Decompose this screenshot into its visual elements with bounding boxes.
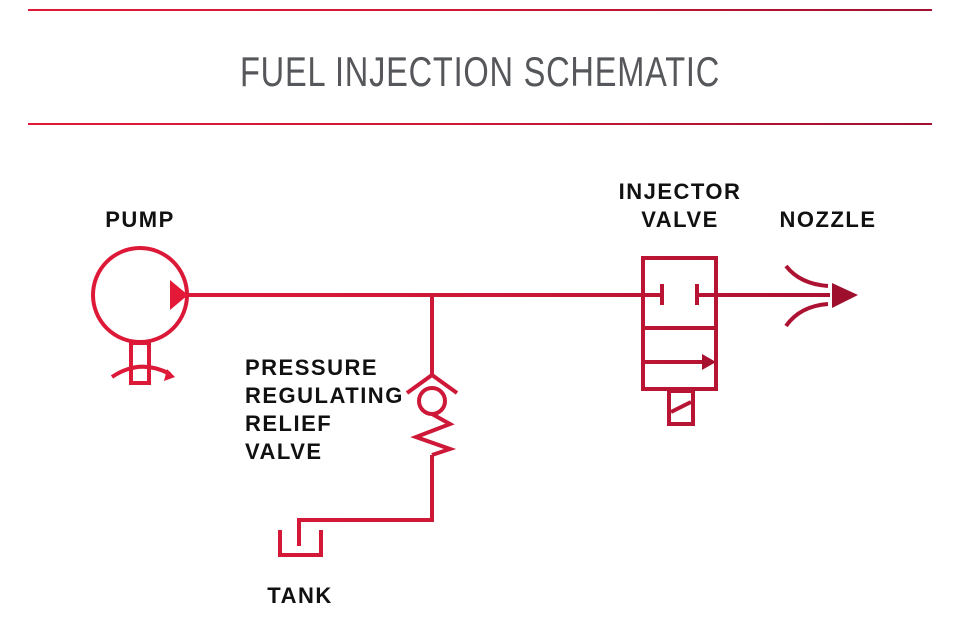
injector-label-line2: VALVE [641,207,719,232]
flow-arrow-icon [702,354,716,370]
tank-label: TANK [267,583,332,608]
tank-icon [278,530,323,557]
injector-valve-icon [641,256,718,426]
return-line [297,455,434,546]
relief-label-line4: VALVE [245,439,323,464]
injector-label-line1: INJECTOR [619,179,742,204]
nozzle-arrow-icon [832,283,858,308]
relief-label-line2: REGULATING [245,383,404,408]
relief-label-line3: RELIEF [245,411,332,436]
nozzle-label: NOZZLE [780,207,877,232]
rotation-arrow-icon [164,369,175,381]
nozzle-icon [784,264,829,328]
pump-icon [91,246,189,385]
diagram-title: FUEL INJECTION SCHEMATIC [240,48,720,95]
relief-valve-icon [405,295,459,457]
relief-label-line1: PRESSURE [245,355,378,380]
pump-arrow-icon [170,280,188,310]
pump-label: PUMP [105,207,175,232]
